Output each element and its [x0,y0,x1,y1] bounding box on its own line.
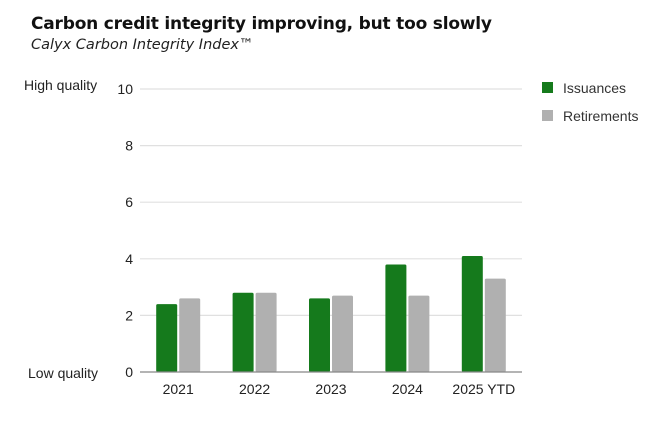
y-tick-label: 2 [125,307,133,323]
chart-title: Carbon credit integrity improving, but t… [31,14,492,34]
x-tick-label: 2023 [315,381,346,397]
bar-retirements-2022 [255,292,277,372]
legend-label-retirements: Retirements [563,108,638,124]
bar-issuances-2023 [309,298,330,372]
bar-retirements-2021 [179,298,201,372]
legend: Issuances Retirements [542,80,638,124]
legend-swatch-issuances [542,82,553,93]
legend-swatch-retirements [542,110,553,121]
bars [156,255,506,372]
gridlines [140,88,522,316]
x-tick-label: 2021 [163,381,194,397]
y-annotation-low: Low quality [28,365,98,381]
bar-issuances-2022 [232,292,254,372]
bar-issuances-2024 [385,264,407,372]
x-tick-label: 2024 [392,381,423,397]
y-tick-label: 10 [117,81,133,97]
y-tick-label: 4 [125,251,133,267]
bar-retirements-2024 [408,295,430,372]
chart-subtitle: Calyx Carbon Integrity Index™ [31,37,254,53]
x-axis-ticks: 2021 2022 2023 2024 2025 YTD [163,381,516,397]
bar-retirements-2025-ytd [484,278,506,372]
bar-retirements-2023 [332,295,353,372]
x-tick-label: 2022 [239,381,270,397]
x-tick-label: 2025 YTD [452,381,515,397]
y-tick-label: 0 [125,364,133,380]
y-annotation-high: High quality [24,77,97,93]
bar-issuances-2021 [156,304,178,372]
y-tick-label: 6 [125,194,133,210]
legend-label-issuances: Issuances [563,80,626,96]
bar-issuances-2025-ytd [461,255,483,372]
y-axis-ticks: 0 2 4 6 8 10 [117,81,133,380]
y-tick-label: 8 [125,138,133,154]
